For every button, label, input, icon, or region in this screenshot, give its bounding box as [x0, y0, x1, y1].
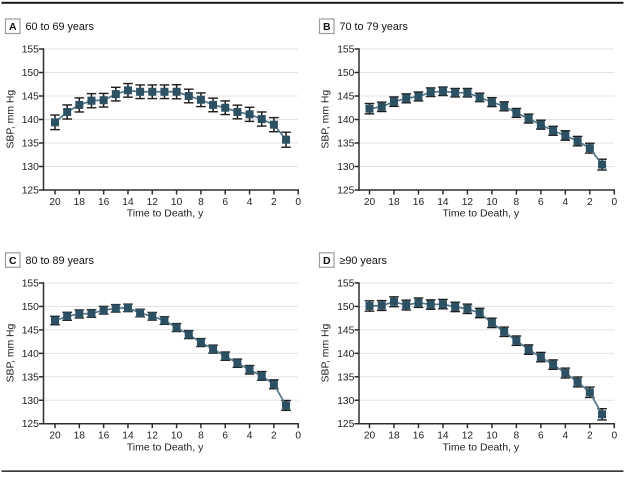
svg-text:10: 10 [486, 197, 498, 208]
svg-text:0: 0 [295, 431, 301, 442]
svg-text:150: 150 [337, 302, 354, 313]
svg-text:2: 2 [271, 197, 277, 208]
svg-text:20: 20 [364, 197, 376, 208]
svg-text:150: 150 [22, 302, 39, 313]
svg-text:14: 14 [122, 431, 134, 442]
svg-text:150: 150 [337, 68, 354, 79]
svg-text:C: C [9, 255, 17, 267]
svg-text:140: 140 [22, 349, 39, 360]
svg-text:2: 2 [271, 431, 277, 442]
svg-text:4: 4 [247, 197, 253, 208]
svg-text:8: 8 [514, 197, 520, 208]
svg-text:SBP, mm Hg: SBP, mm Hg [320, 90, 331, 149]
svg-text:130: 130 [337, 396, 354, 407]
svg-text:8: 8 [198, 431, 204, 442]
svg-text:8: 8 [198, 197, 204, 208]
svg-text:140: 140 [337, 349, 354, 360]
svg-text:18: 18 [388, 431, 400, 442]
svg-text:18: 18 [74, 431, 86, 442]
svg-text:2: 2 [587, 431, 593, 442]
svg-text:0: 0 [611, 197, 617, 208]
svg-text:10: 10 [171, 197, 183, 208]
svg-text:16: 16 [413, 431, 425, 442]
svg-text:16: 16 [413, 197, 425, 208]
svg-text:135: 135 [22, 139, 39, 150]
svg-text:145: 145 [337, 92, 354, 103]
svg-text:0: 0 [611, 431, 617, 442]
svg-text:SBP, mm Hg: SBP, mm Hg [5, 90, 16, 149]
svg-text:A: A [9, 21, 17, 33]
svg-text:16: 16 [98, 197, 110, 208]
svg-text:Time to Death, y: Time to Death, y [127, 208, 204, 220]
svg-text:14: 14 [437, 197, 449, 208]
svg-text:16: 16 [98, 431, 110, 442]
svg-text:Time to Death, y: Time to Death, y [127, 441, 204, 453]
svg-text:12: 12 [462, 431, 474, 442]
svg-text:6: 6 [222, 197, 228, 208]
svg-text:135: 135 [22, 372, 39, 383]
svg-text:10: 10 [486, 431, 498, 442]
svg-text:145: 145 [22, 325, 39, 336]
svg-text:80 to 89 years: 80 to 89 years [26, 255, 95, 267]
svg-text:18: 18 [74, 197, 86, 208]
svg-text:20: 20 [49, 431, 61, 442]
svg-text:Time to Death, y: Time to Death, y [443, 208, 520, 220]
svg-text:B: B [323, 21, 331, 33]
svg-text:D: D [323, 255, 331, 267]
svg-text:135: 135 [337, 372, 354, 383]
svg-text:6: 6 [538, 197, 544, 208]
svg-text:SBP, mm Hg: SBP, mm Hg [5, 323, 16, 382]
svg-text:130: 130 [337, 162, 354, 173]
svg-text:≥90 years: ≥90 years [340, 255, 388, 267]
svg-text:2: 2 [587, 197, 593, 208]
svg-text:20: 20 [364, 431, 376, 442]
svg-text:20: 20 [49, 197, 61, 208]
svg-text:140: 140 [337, 115, 354, 126]
svg-text:12: 12 [147, 431, 159, 442]
svg-text:18: 18 [388, 197, 400, 208]
svg-text:6: 6 [538, 431, 544, 442]
svg-text:150: 150 [22, 68, 39, 79]
svg-text:145: 145 [337, 325, 354, 336]
svg-text:155: 155 [22, 279, 39, 290]
svg-text:14: 14 [122, 197, 134, 208]
svg-text:70 to 79 years: 70 to 79 years [340, 21, 409, 33]
svg-text:12: 12 [147, 197, 159, 208]
svg-text:125: 125 [22, 186, 39, 197]
svg-text:140: 140 [22, 115, 39, 126]
svg-text:125: 125 [337, 419, 354, 430]
svg-text:14: 14 [437, 431, 449, 442]
svg-text:0: 0 [295, 197, 301, 208]
svg-text:155: 155 [337, 279, 354, 290]
svg-text:SBP, mm Hg: SBP, mm Hg [320, 323, 331, 382]
svg-text:12: 12 [462, 197, 474, 208]
svg-text:4: 4 [563, 431, 569, 442]
svg-text:130: 130 [22, 162, 39, 173]
svg-text:130: 130 [22, 396, 39, 407]
svg-text:155: 155 [337, 45, 354, 56]
svg-text:4: 4 [563, 197, 569, 208]
svg-text:8: 8 [514, 431, 520, 442]
svg-text:135: 135 [337, 139, 354, 150]
svg-text:Time to Death, y: Time to Death, y [443, 441, 520, 453]
svg-text:6: 6 [222, 431, 228, 442]
svg-text:4: 4 [247, 431, 253, 442]
svg-text:155: 155 [22, 45, 39, 56]
svg-text:125: 125 [22, 419, 39, 430]
svg-text:125: 125 [337, 186, 354, 197]
svg-text:10: 10 [171, 431, 183, 442]
svg-text:145: 145 [22, 92, 39, 103]
svg-text:60 to 69 years: 60 to 69 years [26, 21, 95, 33]
